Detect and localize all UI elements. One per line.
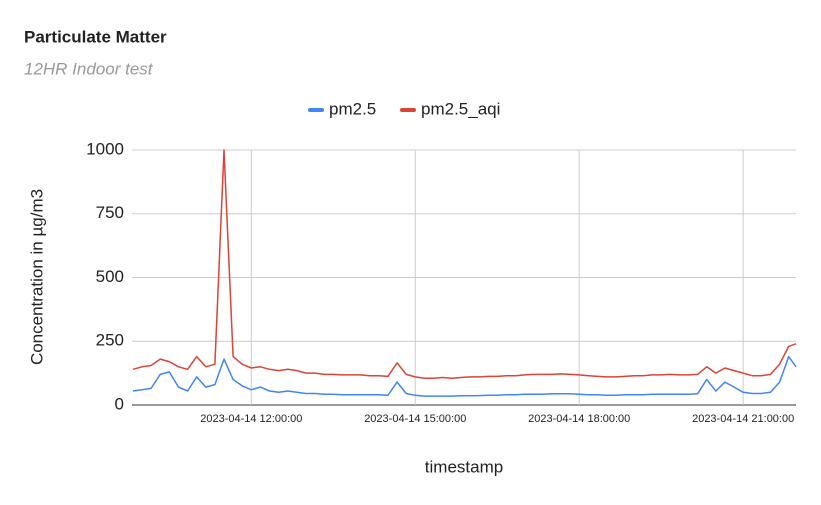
y-tick-label: 250 bbox=[96, 331, 124, 350]
y-tick-label: 0 bbox=[115, 394, 124, 413]
legend-label: pm2.5_aqi bbox=[421, 99, 500, 118]
y-tick-label: 500 bbox=[96, 267, 124, 286]
chart-title: Particulate Matter bbox=[24, 27, 167, 46]
y-tick-label: 750 bbox=[96, 203, 124, 222]
x-tick-label: 2023-04-14 21:00:00 bbox=[692, 413, 794, 425]
y-tick-label: 1000 bbox=[86, 139, 124, 158]
x-tick-label: 2023-04-14 18:00:00 bbox=[528, 413, 630, 425]
x-tick-label: 2023-04-14 12:00:00 bbox=[200, 413, 302, 425]
x-axis-title: timestamp bbox=[425, 457, 503, 476]
legend-label: pm2.5 bbox=[329, 99, 376, 118]
data-line bbox=[132, 149, 797, 379]
y-axis-title: Concentration in µg/m3 bbox=[27, 189, 46, 365]
chart-subtitle: 12HR Indoor test bbox=[24, 59, 154, 78]
x-tick-label: 2023-04-14 15:00:00 bbox=[364, 413, 466, 425]
data-line bbox=[132, 355, 797, 397]
